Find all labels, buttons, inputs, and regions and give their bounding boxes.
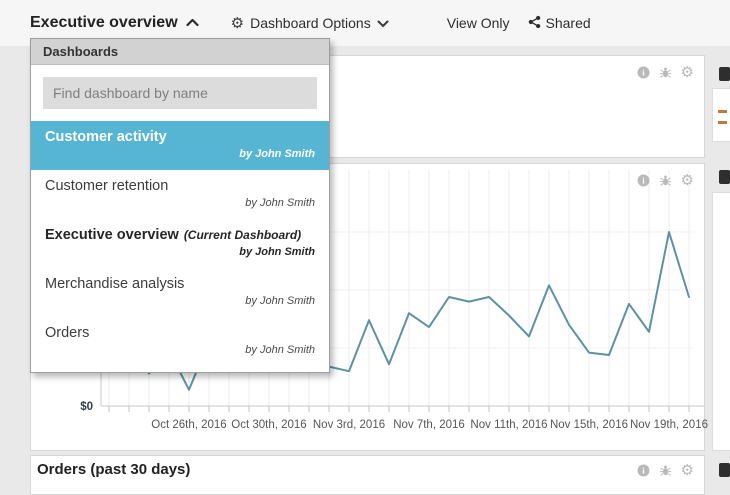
gear-icon: ⚙ (230, 14, 245, 32)
dashboard-item-executive-overview[interactable]: Executive overview (Current Dashboard) by… (31, 219, 329, 268)
clipped-right-panel (712, 88, 730, 142)
dashboard-name: Customer retention (45, 178, 169, 194)
gear-icon[interactable]: ⚙ (680, 64, 694, 81)
chevron-down-icon (377, 15, 389, 31)
dashboard-search-wrap (31, 65, 329, 121)
bug-icon[interactable] (659, 66, 672, 79)
clipped-orange-text-fragment (718, 110, 727, 113)
clipped-orange-text-fragment (718, 121, 727, 124)
dashboard-item-merchandise-analysis[interactable]: Merchandise analysis by John Smith (31, 268, 329, 317)
clipped-panel-title-fragment (719, 170, 730, 184)
dashboard-name: Merchandise analysis (45, 276, 185, 292)
dashboard-name: Executive overview (Current Dashboard) (45, 227, 302, 243)
dashboard-options-button[interactable]: ⚙ Dashboard Options (231, 15, 389, 31)
svg-text:i: i (642, 466, 645, 476)
bug-icon[interactable] (659, 464, 672, 477)
svg-text:Nov 7th, 2016: Nov 7th, 2016 (393, 419, 465, 431)
dashboard-author: by John Smith (245, 295, 315, 307)
dashboard-title-menu[interactable]: Executive overview (30, 14, 199, 32)
dashboard-search-input[interactable] (43, 77, 317, 109)
dashboard-item-customer-activity[interactable]: Customer activity by John Smith (31, 121, 329, 170)
info-icon[interactable]: i (637, 66, 650, 79)
clipped-panel-title-fragment (719, 463, 730, 477)
bug-icon[interactable] (659, 174, 672, 187)
info-icon[interactable]: i (637, 464, 650, 477)
svg-text:Oct 26th, 2016: Oct 26th, 2016 (151, 419, 226, 431)
clipped-panel-title-fragment (719, 67, 730, 81)
panel-action-icons: i ⚙ (637, 172, 694, 189)
dashboard-options-label: Dashboard Options (250, 15, 371, 31)
orders-panel-title: Orders (past 30 days) (37, 461, 191, 478)
chevron-up-icon (186, 14, 199, 32)
shared-label: Shared (545, 15, 591, 31)
dashboard-author: by John Smith (239, 246, 315, 258)
orders-panel: Orders (past 30 days) i ⚙ (30, 455, 705, 495)
svg-text:Nov 3rd, 2016: Nov 3rd, 2016 (313, 419, 385, 431)
dashboard-name: Customer activity (45, 129, 167, 145)
page-title: Executive overview (30, 14, 178, 31)
panel-action-icons: i ⚙ (637, 462, 694, 479)
dashboard-list: Customer activity by John Smith Customer… (31, 121, 329, 372)
gear-icon[interactable]: ⚙ (680, 462, 694, 479)
svg-text:Nov 19th, 2016: Nov 19th, 2016 (630, 419, 708, 431)
svg-text:i: i (642, 176, 645, 186)
clipped-right-panel (712, 192, 730, 451)
svg-text:$0: $0 (80, 401, 93, 413)
current-dashboard-suffix: (Current Dashboard) (183, 228, 302, 242)
dashboard-name: Orders (45, 325, 90, 341)
dashboard-author: by John Smith (245, 344, 315, 356)
dashboards-dropdown: Dashboards Customer activity by John Smi… (30, 38, 330, 373)
dashboard-item-customer-retention[interactable]: Customer retention by John Smith (31, 170, 329, 219)
svg-text:i: i (642, 68, 645, 78)
dropdown-header: Dashboards (31, 39, 329, 65)
svg-text:Nov 11th, 2016: Nov 11th, 2016 (470, 419, 547, 431)
dashboard-author: by John Smith (239, 148, 315, 160)
svg-text:Oct 30th, 2016: Oct 30th, 2016 (231, 419, 306, 431)
svg-text:Nov 15th, 2016: Nov 15th, 2016 (550, 419, 628, 431)
share-icon (528, 15, 541, 32)
dashboard-author: by John Smith (245, 197, 315, 209)
shared-button[interactable]: Shared (528, 15, 591, 32)
panel-action-icons: i ⚙ (637, 64, 694, 81)
view-only-label: View Only (446, 15, 510, 31)
gear-icon[interactable]: ⚙ (680, 172, 694, 189)
info-icon[interactable]: i (637, 174, 650, 187)
dashboard-item-orders[interactable]: Orders by John Smith (31, 317, 329, 366)
